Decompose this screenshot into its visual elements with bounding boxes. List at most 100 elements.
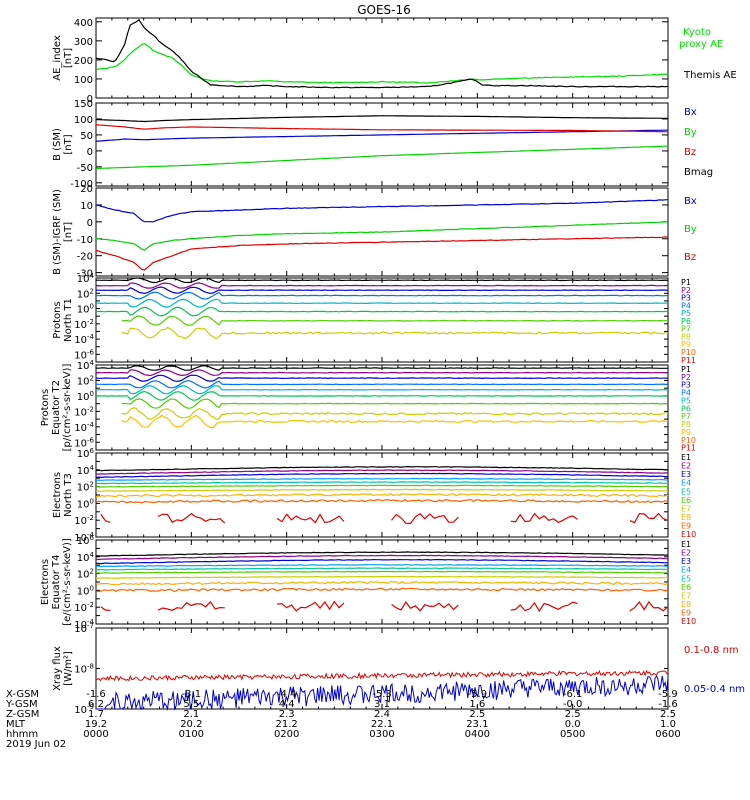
y-tick-label: 10-2	[74, 601, 94, 614]
channel-p7	[121, 398, 669, 409]
channel-p7	[121, 315, 669, 326]
footer-value: 0300	[369, 729, 394, 740]
footer-label-mlt: MLT	[6, 719, 26, 730]
y-axis-label: Equator T4	[51, 555, 62, 610]
legend-e5: E5	[681, 487, 691, 496]
footer-label-hhmm: hhmm	[6, 729, 38, 740]
channel-e10	[277, 600, 345, 612]
channel-e10	[100, 514, 111, 523]
y-tick-label: 10-2	[74, 318, 94, 331]
footer-value: -0.0	[563, 699, 583, 710]
y-tick-label: 104	[77, 272, 95, 285]
series-line-bx	[95, 129, 668, 142]
footer-value: -5.9	[468, 689, 488, 700]
y-tick-label: 100	[77, 303, 94, 316]
footer-value: 2.5	[565, 709, 581, 720]
legend-e1: E1	[681, 453, 691, 462]
y-tick-label: 106	[77, 534, 95, 547]
footer-value: 3.1	[374, 699, 390, 710]
series-line-by	[96, 145, 669, 169]
y-tick-label: 102	[77, 374, 94, 387]
footer-value: 19.2	[85, 719, 107, 730]
series-line-bz	[95, 236, 669, 271]
legend-e4: E4	[681, 566, 691, 575]
y-tick-label: 106	[77, 447, 95, 460]
legend-xray-short: 0.05-0.4 nm	[684, 684, 745, 695]
y-tick-label: 10-6	[74, 348, 94, 361]
legend-e8: E8	[681, 600, 691, 609]
legend-p6: P6	[681, 404, 691, 413]
footer-value: -6.1	[563, 689, 583, 700]
footer-label-xgsm: X-GSM	[6, 689, 39, 700]
y-tick-label: 400	[74, 18, 93, 29]
footer-value: 2.3	[279, 709, 295, 720]
y-tick-label: 10-7	[74, 622, 94, 635]
footer-value: 2.1	[183, 709, 199, 720]
channel-p4	[96, 291, 669, 300]
footer-value: 1.7	[88, 709, 104, 720]
panel-frame	[95, 17, 669, 99]
panel-2: -100 -50 0 50 100 150 B (SM) [nT] Bx By Bz Bmag	[52, 99, 713, 190]
channel-e5	[95, 567, 669, 571]
footer-value: 1.0	[660, 719, 676, 730]
channel-e10	[157, 512, 226, 524]
legend-p9: P9	[681, 340, 691, 349]
series-line-bmag	[95, 115, 668, 123]
series-line-bx	[95, 199, 669, 223]
y-tick-label: 10-4	[74, 618, 94, 631]
channel-e10	[276, 513, 345, 524]
channel-e4	[95, 564, 669, 568]
channel-e10	[391, 601, 459, 612]
channel-p8	[121, 407, 669, 421]
legend-p11: P11	[681, 444, 696, 453]
channel-e10	[100, 606, 111, 611]
legend-kyoto-proxy-ae-2: proxy AE	[679, 39, 723, 50]
footer-label-ygsm: Y-GSM	[5, 699, 38, 710]
footer-value: 0200	[274, 729, 299, 740]
legend-p3: P3	[681, 381, 691, 390]
y-tick-label: 10-4	[74, 333, 94, 346]
y-tick-label: 104	[77, 359, 95, 372]
legend-p2: P2	[681, 286, 691, 295]
y-axis-label: [W/m²]	[63, 651, 74, 686]
footer-value: 5.5	[183, 699, 199, 710]
y-axis-label: B (SM)	[52, 128, 63, 161]
panel-4: 104 102 100 10-2 10-4 10-6 Protons North T1 P1P2…	[52, 272, 696, 365]
series-line-bz	[95, 124, 669, 133]
y-axis-label: B (SM)-IGRF (SM)	[52, 189, 63, 275]
y-axis-label: North T1	[63, 298, 74, 342]
legend-p3: P3	[681, 294, 691, 303]
footer-value: 0100	[179, 729, 204, 740]
footer-value: -1.6	[658, 699, 678, 710]
y-axis-label: North T3	[63, 473, 74, 517]
panel-7: 106 104 102 100 10-2 10-4 Electrons Equator T4[…	[40, 534, 696, 631]
channel-e5	[95, 481, 669, 485]
channel-p1	[95, 365, 669, 371]
y-axis-label: Protons	[52, 301, 63, 338]
legend-p9: P9	[681, 428, 691, 437]
footer-value: 0400	[465, 729, 490, 740]
channel-e10	[629, 512, 669, 524]
legend-e8: E8	[681, 513, 691, 522]
legend-p10: P10	[681, 436, 696, 445]
channel-e10	[391, 513, 459, 525]
footer-value: 22.1	[371, 719, 393, 730]
y-tick-label: 150	[74, 99, 93, 110]
footer-value: 21.2	[276, 719, 298, 730]
channel-e1	[95, 465, 669, 472]
legend-bx: Bx	[684, 196, 697, 207]
legend-p7: P7	[681, 325, 691, 334]
footer-value: -4.4	[277, 689, 297, 700]
legend-p10: P10	[681, 348, 696, 357]
y-tick-label: 20	[80, 184, 93, 195]
y-tick-label: 10-2	[74, 514, 94, 527]
y-tick-label: 10-9	[74, 703, 94, 716]
orbit-footer: X-GSM Y-GSM Z-GSM MLT hhmm 2019 Jun 02 -…	[5, 689, 681, 750]
y-tick-label: 10-6	[74, 436, 94, 449]
y-tick-label: 0	[87, 218, 93, 229]
channel-p2	[95, 282, 669, 289]
y-axis-label: Electrons	[52, 472, 63, 518]
xray-long	[95, 669, 669, 682]
channel-p5	[96, 298, 669, 308]
channel-p8	[121, 326, 669, 340]
